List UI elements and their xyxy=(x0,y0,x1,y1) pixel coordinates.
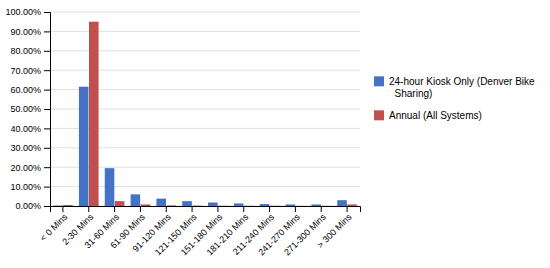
y-tick-mark xyxy=(44,51,50,52)
y-tick-label: 90.00% xyxy=(10,27,41,37)
legend-label-line: Annual (All Systems) xyxy=(389,110,482,121)
bar xyxy=(322,205,332,206)
y-tick-mark xyxy=(44,187,50,188)
y-axis-line xyxy=(44,13,51,207)
y-tick: 20.00% xyxy=(10,163,50,173)
bar xyxy=(208,203,218,206)
chart: 0.00% 10.00% 20.00% 30.00% 40.00% 50.00% 60.00… xyxy=(0,0,550,268)
y-tick-mark xyxy=(44,128,50,129)
bar xyxy=(156,199,166,206)
legend-swatch xyxy=(374,110,384,120)
y-tick-label: 20.00% xyxy=(10,163,41,173)
y-tick-label: 70.00% xyxy=(10,66,41,76)
bar xyxy=(131,194,141,206)
bar xyxy=(167,205,177,206)
bar xyxy=(270,205,280,206)
y-tick-label: 10.00% xyxy=(10,182,41,192)
y-tick-mark xyxy=(44,148,50,149)
bar xyxy=(89,22,99,206)
bar xyxy=(337,200,347,206)
legend-item: 24-hour Kiosk Only (Denver Bike Sharing) xyxy=(374,76,535,99)
bar xyxy=(79,87,89,206)
y-tick-mark xyxy=(44,167,50,168)
bar xyxy=(53,205,63,206)
x-tick-mark xyxy=(140,206,141,212)
legend-swatch xyxy=(374,76,384,86)
x-axis: < 0 Mins2-30 Mins31-60 Mins61-90 Mins91-… xyxy=(38,206,360,257)
y-tick-mark xyxy=(44,70,50,71)
y-tick-label: 50.00% xyxy=(10,104,41,114)
legend-item: Annual (All Systems) xyxy=(374,110,482,121)
legend-label: 24-hour Kiosk Only (Denver Bike Sharing) xyxy=(389,76,535,99)
bar xyxy=(105,168,115,206)
y-tick: 100.00% xyxy=(5,7,50,17)
legend: 24-hour Kiosk Only (Denver Bike Sharing)… xyxy=(374,76,535,121)
x-tick-label: 271-300 Mins xyxy=(282,211,328,257)
x-tick-mark xyxy=(321,206,322,212)
bar xyxy=(234,203,244,206)
y-tick: 0.00% xyxy=(15,201,50,211)
y-tick-mark xyxy=(44,109,50,110)
x-tick-mark xyxy=(295,206,296,212)
y-axis: 0.00% 10.00% 20.00% 30.00% 40.00% 50.00% 60.00… xyxy=(5,7,50,211)
bar xyxy=(296,205,306,206)
y-tick-label: 60.00% xyxy=(10,85,41,95)
x-tick-mark xyxy=(88,206,89,212)
y-tick-label: 100.00% xyxy=(5,7,41,17)
y-tick-mark xyxy=(44,31,50,32)
y-tick: 10.00% xyxy=(10,182,50,192)
bar xyxy=(286,204,296,206)
x-tick-mark xyxy=(166,206,167,212)
y-tick-mark xyxy=(44,90,50,91)
grid-line xyxy=(50,12,360,13)
bar xyxy=(182,201,192,206)
x-tick-label: > 300 Mins xyxy=(315,211,354,250)
y-tick: 60.00% xyxy=(10,85,50,95)
bar xyxy=(244,205,254,206)
y-tick: 30.00% xyxy=(10,143,50,153)
bar xyxy=(192,205,202,206)
bar xyxy=(141,204,151,206)
x-tick-mark xyxy=(217,206,218,212)
x-tick-mark xyxy=(114,206,115,212)
bar xyxy=(63,205,73,206)
y-tick-mark xyxy=(44,12,50,13)
bar-series xyxy=(63,22,357,206)
x-tick-mark xyxy=(62,206,63,212)
y-tick-label: 80.00% xyxy=(10,46,41,56)
bar xyxy=(311,204,321,206)
legend-label: Annual (All Systems) xyxy=(389,110,482,121)
x-axis-line xyxy=(51,207,361,213)
y-tick-label: 30.00% xyxy=(10,143,41,153)
bar xyxy=(260,204,270,206)
bar xyxy=(115,201,125,206)
plot: 0.00% 10.00% 20.00% 30.00% 40.00% 50.00% 60.00… xyxy=(5,7,360,257)
x-tick-mark xyxy=(347,206,348,212)
bars xyxy=(53,22,357,206)
y-tick: 80.00% xyxy=(10,46,50,56)
y-tick-label: 0.00% xyxy=(15,201,41,211)
y-tick-mark xyxy=(44,206,50,207)
grid xyxy=(50,12,360,206)
y-tick-label: 40.00% xyxy=(10,124,41,134)
bar xyxy=(218,205,228,206)
x-tick-mark xyxy=(192,206,193,212)
y-tick: 50.00% xyxy=(10,104,50,114)
x-tick-mark xyxy=(243,206,244,212)
y-tick: 40.00% xyxy=(10,124,50,134)
y-tick: 70.00% xyxy=(10,66,50,76)
legend-label-line: 24-hour Kiosk Only (Denver Bike xyxy=(389,76,535,87)
legend-label-line: Sharing) xyxy=(389,88,432,99)
x-tick: > 300 Mins xyxy=(315,206,354,250)
y-tick: 90.00% xyxy=(10,27,50,37)
x-tick-mark xyxy=(269,206,270,212)
bar xyxy=(347,204,357,206)
